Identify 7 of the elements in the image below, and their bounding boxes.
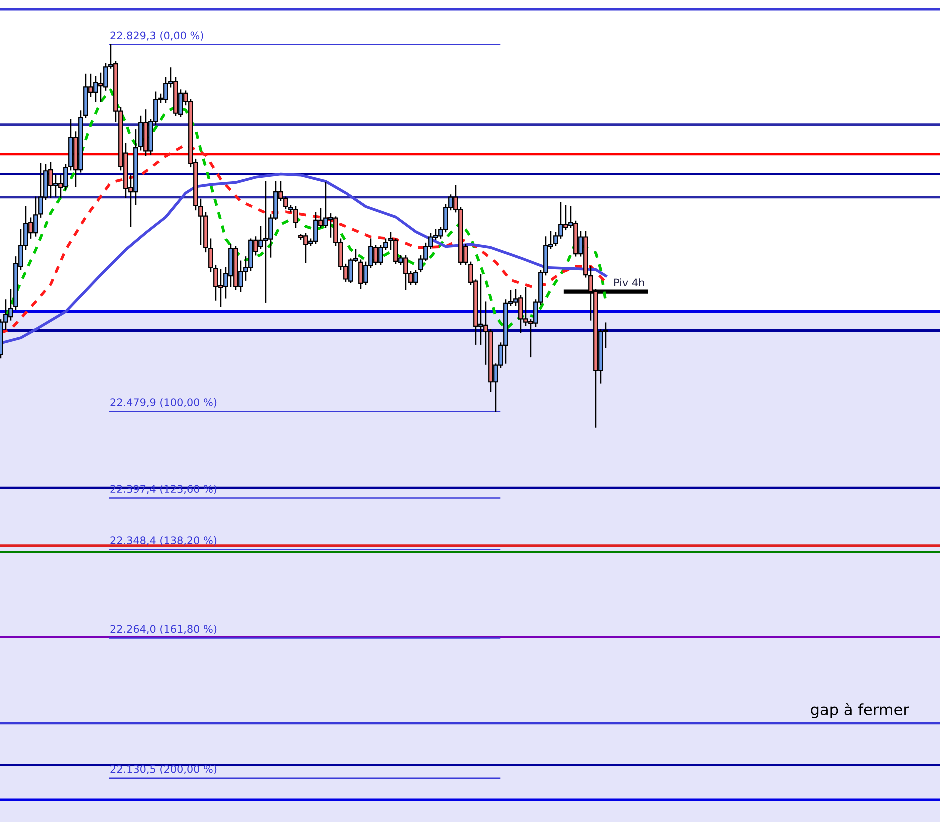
ref-line-label: 22.264,0 (161,80 %) xyxy=(110,625,217,634)
ref-line-label: Piv 4h xyxy=(614,278,644,287)
ref-line-label: 22.130,5 (200,00 %) xyxy=(110,765,217,774)
ref-line-label: 22.348,4 (138,20 %) xyxy=(110,536,217,546)
text: gap à fermer xyxy=(811,703,910,718)
ref-line-label: 22.829,3 (0,00 %) xyxy=(110,32,204,41)
ref-line-label: 22.479,9 (100,00 %) xyxy=(110,398,217,408)
